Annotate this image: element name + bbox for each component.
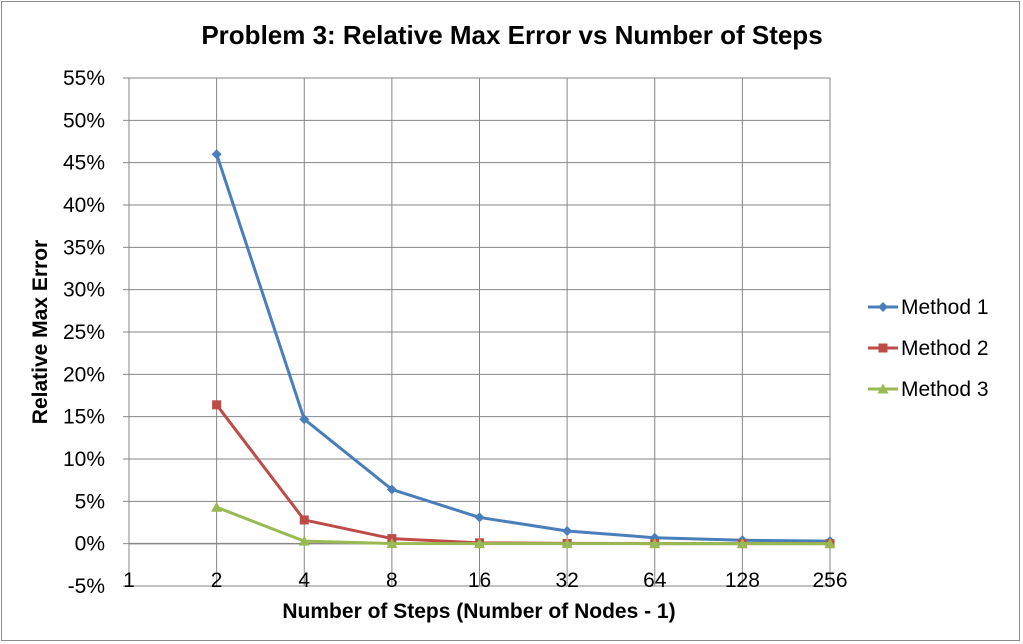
gridlines xyxy=(128,77,831,587)
diamond-marker xyxy=(878,302,888,312)
square-marker xyxy=(212,400,222,410)
series-method-3 xyxy=(211,501,836,549)
y-tick-label: 15% xyxy=(63,406,105,429)
square-marker xyxy=(878,343,888,353)
x-tick-label: 256 xyxy=(812,569,847,592)
series-lines xyxy=(211,149,836,549)
x-tick-label: 4 xyxy=(298,569,310,592)
x-tick-label: 128 xyxy=(725,569,760,592)
legend-item: Method 2 xyxy=(868,337,989,360)
y-tick-label: -5% xyxy=(68,575,105,598)
legend-label: Method 1 xyxy=(901,296,989,319)
square-marker xyxy=(299,515,309,525)
legend-item: Method 1 xyxy=(868,296,989,319)
axes: -5% 0% 5% 10% 15% 20% 25% 30% 35% 40% 45% 50% 55% 1 2 4… xyxy=(63,67,848,598)
legend-label: Method 2 xyxy=(901,337,989,360)
legend: Method 1 Method 2 Method 3 xyxy=(868,296,989,401)
y-tick-label: 40% xyxy=(63,194,105,217)
triangle-marker xyxy=(474,538,485,549)
y-tick-label: 50% xyxy=(63,109,105,132)
y-tick-label: 30% xyxy=(63,279,105,302)
triangle-marker xyxy=(649,538,661,549)
y-tick-label: 45% xyxy=(63,152,105,175)
legend-label: Method 3 xyxy=(901,378,989,401)
triangle-marker xyxy=(824,538,836,549)
diamond-marker xyxy=(299,414,310,425)
triangle-marker xyxy=(211,501,223,512)
diamond-marker xyxy=(474,512,485,523)
x-tick-label: 16 xyxy=(468,569,491,592)
series-line xyxy=(216,505,830,546)
diamond-marker xyxy=(562,525,573,536)
series-line xyxy=(215,153,831,543)
legend-item: Method 3 xyxy=(868,378,989,401)
triangle-marker xyxy=(736,538,748,549)
y-tick-label: 5% xyxy=(75,490,105,513)
y-axis-title: Relative Max Error xyxy=(29,240,52,424)
triangle-marker xyxy=(877,383,889,394)
triangle-marker xyxy=(298,535,310,546)
y-tick-label: 25% xyxy=(63,321,105,344)
diamond-marker xyxy=(211,149,222,160)
series-method-1 xyxy=(211,149,835,547)
y-tick-label: 20% xyxy=(63,363,105,386)
y-tick-label: 0% xyxy=(75,533,105,556)
x-tick-label: 2 xyxy=(211,569,223,592)
triangle-marker xyxy=(561,538,573,549)
x-axis-title: Number of Steps (Number of Nodes - 1) xyxy=(282,600,675,623)
chart-title: Problem 3: Relative Max Error vs Number … xyxy=(201,20,822,50)
triangle-marker xyxy=(386,537,398,548)
x-tick-label: 8 xyxy=(386,569,398,592)
y-tick-label: 10% xyxy=(63,448,105,471)
y-tick-label: 35% xyxy=(63,236,105,259)
x-tick-label: 64 xyxy=(643,569,667,592)
diamond-marker xyxy=(386,484,397,495)
x-tick-label: 32 xyxy=(555,569,578,592)
x-tick-label: 1 xyxy=(123,569,135,592)
y-tick-label: 55% xyxy=(63,67,105,90)
